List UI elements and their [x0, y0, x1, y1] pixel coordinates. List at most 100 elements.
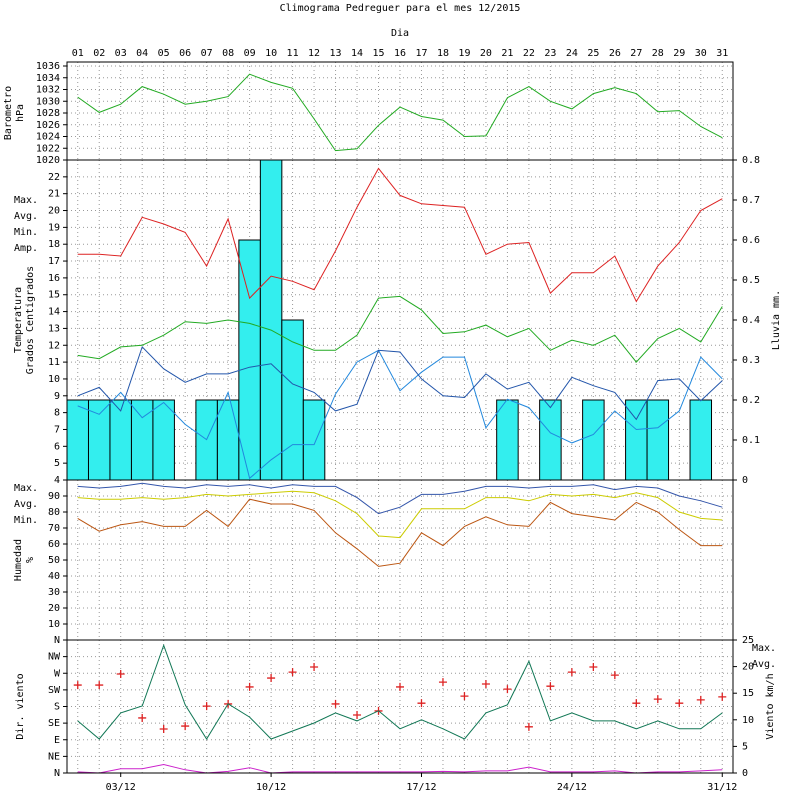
y-axis-title: Dir. viento	[15, 673, 26, 739]
series-line	[77, 482, 723, 515]
y-axis-title: Grados Centigrados	[25, 266, 36, 374]
y-tick-label: 80	[48, 507, 60, 518]
y-tick-label: 40	[48, 571, 60, 582]
day-label: 02	[93, 48, 105, 59]
wind-direction-marker	[159, 725, 168, 734]
day-label: 22	[523, 48, 535, 59]
rain-bar	[689, 399, 713, 481]
y-axis-title: Humedad	[13, 539, 24, 581]
day-label: 10	[265, 48, 277, 59]
y-tick-label: 1024	[36, 132, 60, 143]
day-label: 03	[115, 48, 127, 59]
wind-direction-marker	[396, 682, 404, 691]
y2-tick-label: 0.5	[742, 275, 760, 286]
panel-frame	[66, 639, 734, 774]
y-tick-label: 60	[48, 539, 60, 550]
wind-direction-marker	[202, 702, 211, 711]
legend-entry: Max.	[14, 483, 38, 494]
day-label: 17	[415, 48, 427, 59]
y-tick-label: 14	[48, 307, 60, 318]
y-tick-label: 1034	[36, 73, 60, 84]
y-tick-label: N	[54, 635, 60, 646]
y-tick-label: 1026	[36, 120, 60, 131]
y2-tick-label: 20	[742, 662, 754, 673]
y2-tick-label: 0.6	[742, 235, 760, 246]
y-tick-label: 22	[48, 172, 60, 183]
y2-tick-label: 0	[742, 475, 748, 486]
wind-direction-marker	[524, 722, 533, 731]
day-label: 18	[437, 48, 449, 59]
day-label: 26	[609, 48, 621, 59]
day-label: 29	[673, 48, 685, 59]
y-tick-label: 11	[48, 357, 60, 368]
wind-direction-marker	[331, 699, 340, 708]
rain-bar	[109, 399, 132, 481]
day-label: 06	[179, 48, 191, 59]
wind-direction-marker	[632, 699, 641, 708]
y-tick-label: NE	[48, 751, 60, 762]
series-line	[77, 73, 723, 152]
wind-direction-marker	[310, 662, 319, 671]
wind-direction-marker	[181, 722, 190, 731]
y-tick-label: 20	[48, 603, 60, 614]
wind-direction-marker	[438, 678, 447, 687]
y-tick-label: 1036	[36, 61, 60, 72]
y2-tick-label: 25	[742, 635, 754, 646]
wind-direction-marker	[460, 692, 469, 701]
series-line	[77, 498, 723, 567]
rain-bar	[152, 399, 175, 481]
wind-direction-marker	[138, 713, 147, 722]
y-tick-label: 4	[54, 475, 60, 486]
day-label: 01	[72, 48, 84, 59]
wind-direction-marker	[267, 674, 276, 683]
wind-direction-marker	[567, 668, 576, 677]
y2-tick-label: 0	[742, 768, 748, 779]
wind-direction-marker	[245, 682, 254, 691]
chart-title: Climograma Pedreguer para el mes 12/2015	[280, 3, 521, 14]
y-tick-label: 15	[48, 290, 60, 301]
y-tick-label: 6	[54, 441, 60, 452]
wind-direction-marker	[417, 699, 426, 708]
wind-direction-marker	[696, 695, 705, 704]
x-tick-label: 17/12	[406, 782, 436, 793]
day-label: 21	[501, 48, 513, 59]
series-line	[77, 167, 723, 303]
y-tick-label: 7	[54, 424, 60, 435]
y2-tick-label: 15	[742, 688, 754, 699]
y2-tick-label: 0.7	[742, 195, 760, 206]
wind-direction-marker	[116, 669, 125, 678]
y-tick-label: 90	[48, 491, 60, 502]
day-label: 11	[287, 48, 299, 59]
legend-entry: Min.	[14, 227, 38, 238]
wind-direction-marker	[503, 685, 512, 694]
y-tick-label: S	[54, 702, 60, 713]
y-tick-label: 1032	[36, 85, 60, 96]
y-tick-label: 5	[54, 458, 60, 469]
series-line	[77, 763, 723, 774]
series-line	[77, 349, 723, 480]
wind-direction-marker	[288, 668, 297, 677]
wind-direction-marker	[481, 679, 490, 688]
x-tick-label: 24/12	[557, 782, 587, 793]
y-axis-title: Temperatura	[13, 287, 24, 353]
rain-bar	[302, 399, 326, 481]
y-tick-label: SW	[48, 685, 61, 696]
legend-entry: Avg.	[14, 499, 38, 510]
rain-bar	[66, 399, 89, 481]
legend-entry: Avg.	[14, 211, 38, 222]
y2-axis-title: Lluvia mm.	[771, 290, 782, 350]
wind-direction-marker	[610, 671, 619, 680]
wind-direction-marker	[718, 692, 727, 701]
series-line	[77, 345, 723, 421]
day-label: 07	[201, 48, 213, 59]
y-tick-label: NW	[48, 652, 61, 663]
wind-direction-marker	[353, 710, 362, 719]
y-tick-label: N	[54, 768, 60, 779]
day-label: 23	[544, 48, 556, 59]
y-tick-label: 18	[48, 239, 60, 250]
day-label: 04	[136, 48, 148, 59]
rain-bar	[87, 399, 111, 481]
legend-entry: Avg.	[752, 659, 776, 670]
day-label: 19	[458, 48, 470, 59]
